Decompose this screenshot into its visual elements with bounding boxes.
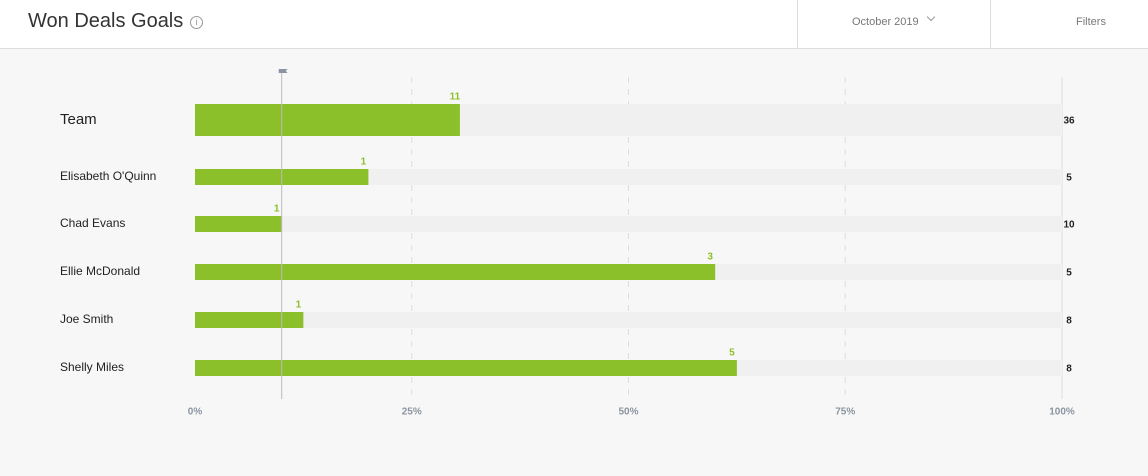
goal-label: 8 (1066, 364, 1072, 375)
bar (195, 360, 737, 376)
category-label: Elisabeth O'Quinn (60, 169, 156, 183)
target-flag (278, 69, 288, 76)
value-label: 1 (274, 204, 280, 215)
goal-label: 36 (1063, 116, 1075, 127)
chevron[interactable] (926, 12, 936, 22)
bar (195, 264, 716, 280)
page-title: Won Deals Goals (28, 10, 184, 32)
x-tick-label: 50% (618, 407, 638, 418)
info-icon[interactable]: i (190, 16, 203, 29)
x-tick-label: 75% (835, 407, 855, 418)
value-label: 3 (707, 252, 713, 263)
bar-track (195, 216, 1062, 232)
bar-track (195, 169, 1062, 185)
x-tick-label: 25% (402, 407, 422, 418)
x-tick-label: 100% (1049, 407, 1075, 418)
divider (990, 0, 991, 48)
category-label: Chad Evans (60, 216, 125, 230)
x-tick-label: 0% (188, 407, 203, 418)
header: Won Deals Goals i October 2019 Filters (0, 0, 1148, 49)
bar-track (195, 312, 1062, 328)
category-label: Shelly Miles (60, 360, 124, 374)
goal-label: 5 (1066, 173, 1072, 184)
category-label: Ellie McDonald (60, 264, 140, 278)
category-label: Joe Smith (60, 312, 113, 326)
value-label: 11 (450, 92, 461, 103)
category-label: Team (60, 111, 97, 128)
bar (195, 216, 282, 232)
goal-label: 8 (1066, 316, 1072, 327)
goal-label: 10 (1063, 220, 1075, 231)
value-label: 1 (361, 157, 367, 168)
goal-label: 5 (1066, 268, 1072, 279)
value-label: 1 (296, 300, 302, 311)
filters-button[interactable]: Filters (1076, 16, 1106, 28)
divider (797, 0, 798, 48)
value-label: 5 (729, 348, 735, 359)
bar (195, 104, 460, 136)
bar (195, 312, 304, 328)
period-select[interactable]: October 2019 (852, 16, 919, 28)
